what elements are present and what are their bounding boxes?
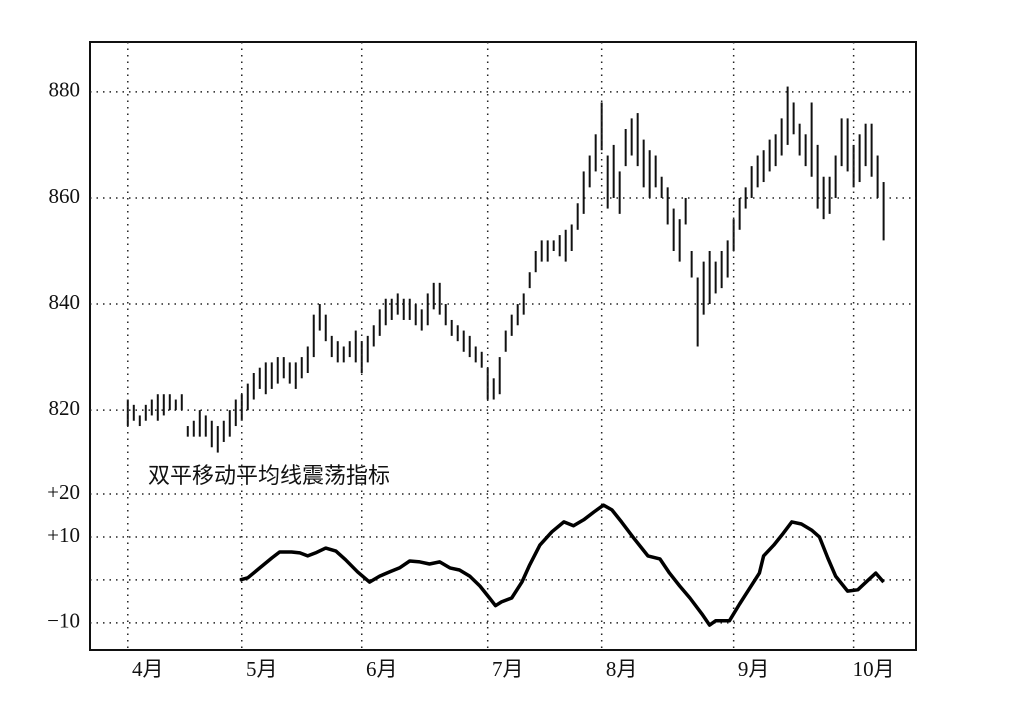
y-tick-label: 880 — [49, 78, 81, 102]
y-tick-label: 820 — [49, 396, 81, 420]
x-tick-label: 6月 — [366, 657, 398, 681]
x-tick-label: 8月 — [606, 657, 638, 681]
x-tick-label: 10月 — [853, 657, 895, 681]
indicator-title: 双平移动平均线震荡指标 — [148, 463, 390, 488]
x-tick-label: 4月 — [132, 657, 164, 681]
y-tick-label: 840 — [49, 290, 81, 314]
y-tick-label: +10 — [47, 523, 80, 547]
x-tick-label: 7月 — [492, 657, 524, 681]
y-tick-label: −10 — [47, 609, 80, 633]
y-tick-label: 860 — [49, 184, 81, 208]
oscillator-line — [239, 503, 885, 627]
plot-frame — [89, 41, 917, 651]
y-tick-label: +20 — [47, 480, 80, 504]
x-tick-label: 5月 — [246, 657, 278, 681]
x-tick-label: 9月 — [738, 657, 770, 681]
